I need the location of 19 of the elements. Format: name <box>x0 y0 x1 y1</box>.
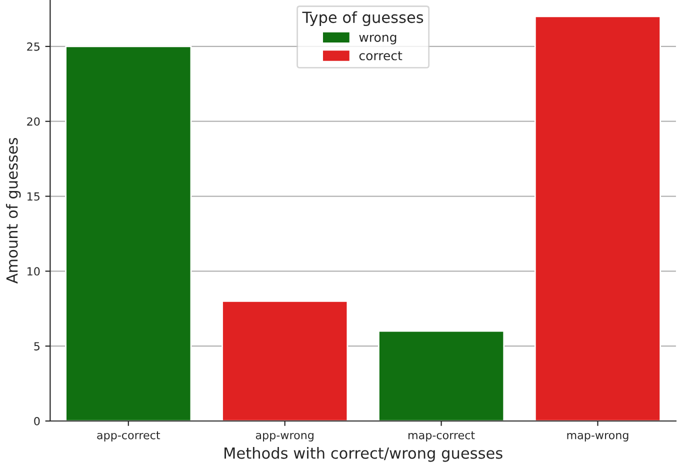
y-axis-title: Amount of guesses <box>6 138 21 284</box>
y-tick-label: 20 <box>27 117 40 126</box>
y-tick-label: 10 <box>28 267 40 276</box>
bar <box>65 46 192 422</box>
bar <box>222 300 348 422</box>
legend-label: correct <box>359 51 402 60</box>
y-tick-label: 15 <box>28 192 40 201</box>
y-tick-label: 25 <box>27 42 40 51</box>
legend-title: Type of guesses <box>302 11 424 26</box>
x-tick-label: app-correct <box>97 431 160 442</box>
y-tick-label: 5 <box>34 342 40 350</box>
bar <box>378 330 505 422</box>
bar <box>534 16 662 422</box>
x-axis-title: Methods with correct/wrong guesses <box>224 447 502 462</box>
x-tick-label: map-correct <box>408 431 475 442</box>
legend-label: wrong <box>359 34 396 44</box>
y-tick-label: 0 <box>34 416 40 426</box>
x-tick-label: map-wrong <box>567 432 628 442</box>
x-tick-label: app-wrong <box>256 432 314 442</box>
